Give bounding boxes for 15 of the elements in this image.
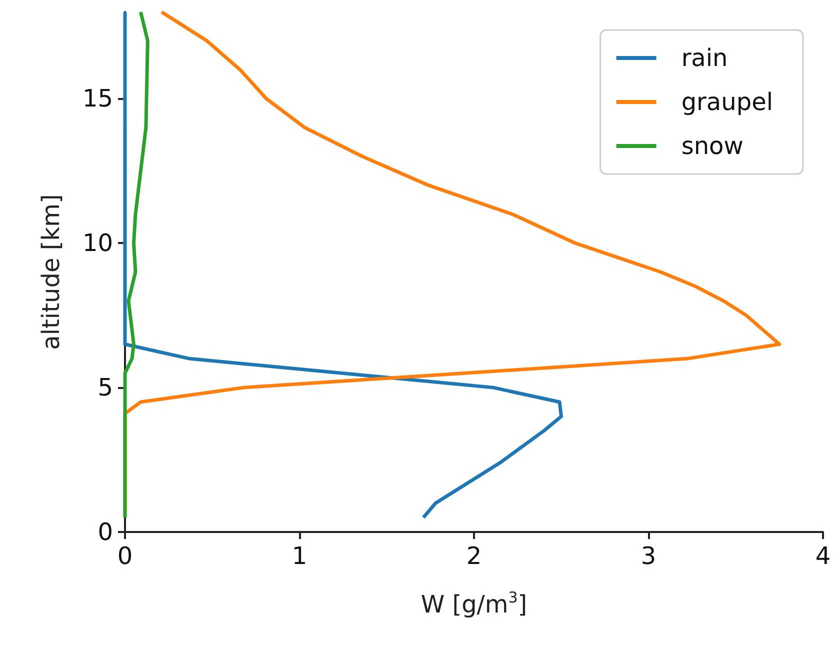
legend-label: snow [681,132,744,160]
line-series [123,10,563,520]
y-axis-title: altitude [km] [37,194,65,350]
legend-label: rain [681,44,728,72]
x-tick-label: 3 [640,542,656,570]
y-tick-label: 0 [98,518,113,546]
line-series [123,10,150,520]
legend-label: graupel [681,88,773,116]
y-tick-label: 5 [98,374,113,402]
x-tick-label: 2 [466,542,482,570]
x-tick-label: 0 [117,542,133,570]
x-tick-label: 4 [815,542,831,570]
y-tick-label: 10 [82,229,113,258]
x-tick-label: 1 [292,542,308,570]
y-tick-label: 15 [82,84,113,113]
